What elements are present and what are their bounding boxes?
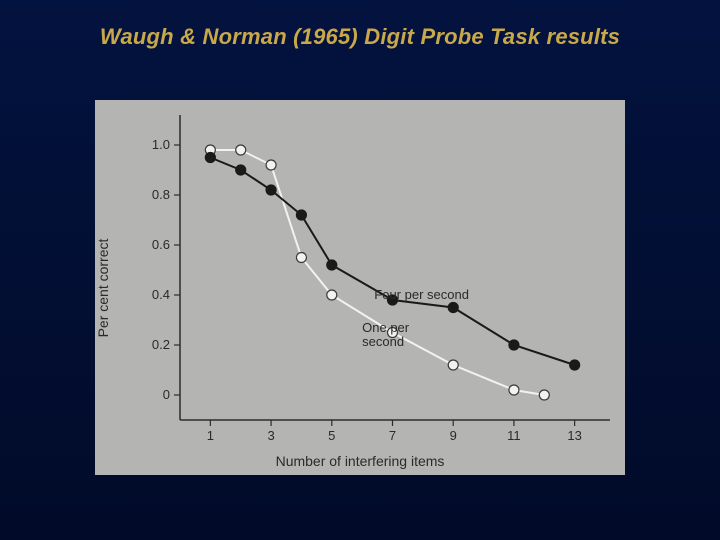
svg-text:5: 5 bbox=[328, 428, 335, 443]
slide-title: Waugh & Norman (1965) Digit Probe Task r… bbox=[0, 24, 720, 50]
annotation-one-per-second: One persecond bbox=[362, 321, 409, 350]
svg-text:0.6: 0.6 bbox=[152, 237, 170, 252]
svg-text:9: 9 bbox=[450, 428, 457, 443]
svg-text:1.0: 1.0 bbox=[152, 137, 170, 152]
svg-text:0: 0 bbox=[163, 387, 170, 402]
svg-text:11: 11 bbox=[507, 428, 521, 443]
y-axis-label: Per cent correct bbox=[95, 238, 111, 337]
svg-text:0.8: 0.8 bbox=[152, 187, 170, 202]
chart-svg: 00.20.40.60.81.0135791113 bbox=[95, 100, 625, 475]
svg-text:0.4: 0.4 bbox=[152, 287, 170, 302]
svg-text:7: 7 bbox=[389, 428, 396, 443]
svg-text:1: 1 bbox=[207, 428, 214, 443]
x-axis-label: Number of interfering items bbox=[95, 453, 625, 469]
svg-text:3: 3 bbox=[267, 428, 274, 443]
svg-text:0.2: 0.2 bbox=[152, 337, 170, 352]
annotation-four-per-second: Four per second bbox=[374, 288, 469, 302]
slide: Waugh & Norman (1965) Digit Probe Task r… bbox=[0, 0, 720, 540]
svg-text:13: 13 bbox=[567, 428, 581, 443]
chart-inner: 00.20.40.60.81.0135791113 Per cent corre… bbox=[95, 100, 625, 475]
chart-panel: 00.20.40.60.81.0135791113 Per cent corre… bbox=[95, 100, 625, 475]
